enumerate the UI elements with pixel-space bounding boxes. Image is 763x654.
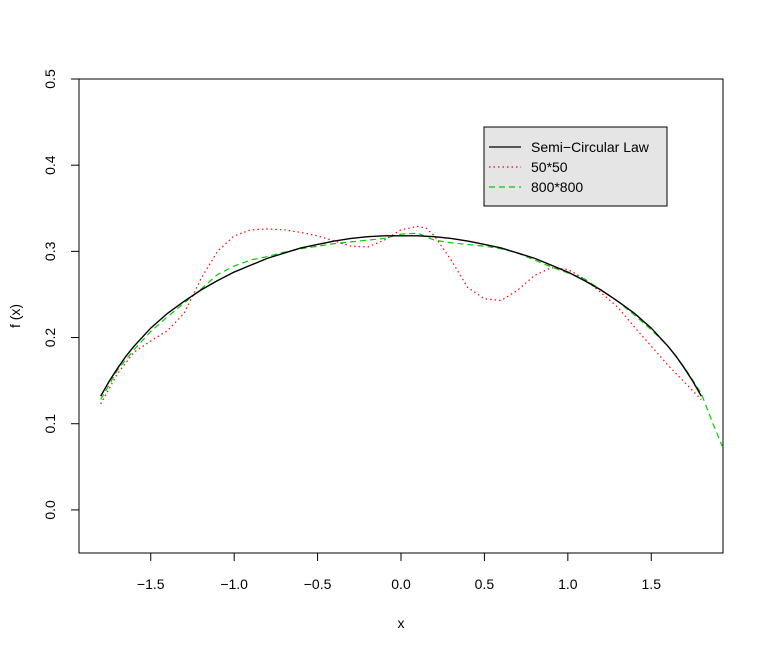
y-tick-label: 0.4 [42,155,58,175]
x-tick-label: −0.5 [304,576,332,592]
y-axis-label: f (x) [7,304,23,328]
x-tick-label: 0.5 [475,576,495,592]
y-tick-label: 0.1 [42,414,58,434]
y-tick-label: 0.0 [42,500,58,520]
legend-label: Semi−Circular Law [531,139,650,155]
x-tick-label: 0.0 [391,576,411,592]
y-tick-label: 0.2 [42,328,58,348]
x-tick-label: 1.5 [642,576,662,592]
series-line-1 [100,225,702,405]
series-line-2 [100,232,724,449]
legend-label: 50*50 [531,159,568,175]
y-tick-label: 0.3 [42,241,58,261]
x-axis-label: x [398,615,405,631]
x-tick-label: 1.0 [558,576,578,592]
y-tick-label: 0.5 [42,69,58,89]
series-line-0 [100,235,702,397]
legend-label: 800*800 [531,179,583,195]
series-layer [100,225,724,449]
x-tick-label: −1.0 [220,576,248,592]
legend: Semi−Circular Law 50*50 800*800 [483,126,668,207]
x-tick-label: −1.5 [137,576,165,592]
x-axis: −1.5 −1.0 −0.5 0.0 0.5 1.0 1.5 [137,552,662,592]
y-axis: 0.0 0.1 0.2 0.3 0.4 0.5 [42,69,80,520]
legend-box [483,126,668,207]
